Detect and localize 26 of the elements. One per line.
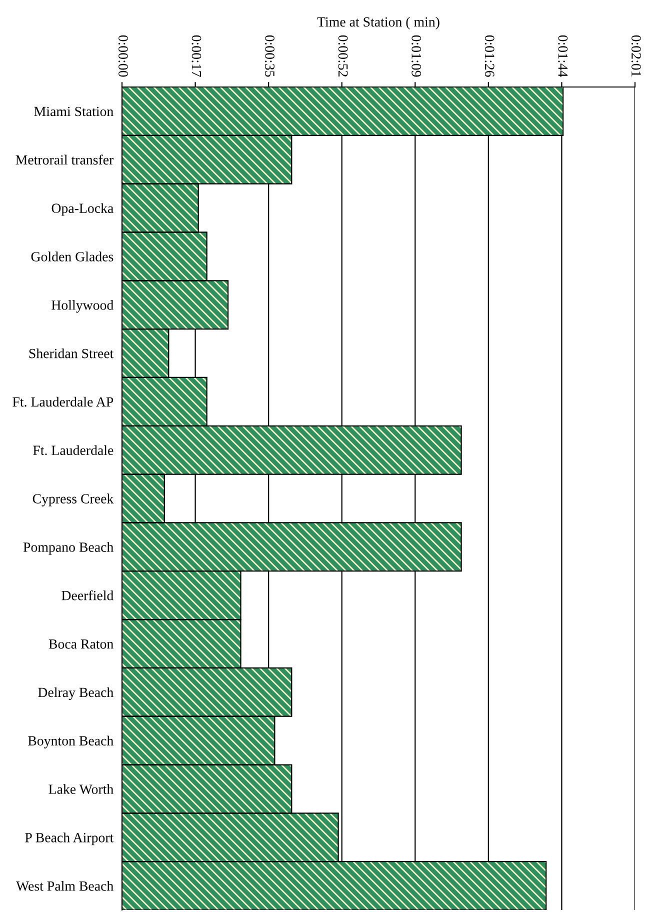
y-tick-label: Metrorail transfer: [16, 154, 114, 165]
x-tick-label: 0:01:44: [558, 35, 568, 78]
x-tick-label: 0:01:26: [484, 35, 494, 77]
x-tick-label: 0:00:00: [118, 35, 128, 77]
y-tick-label: Pompano Beach: [23, 542, 114, 555]
x-tick-label: 0:01:09: [412, 35, 422, 77]
y-tick-label: Boynton Beach: [28, 736, 114, 748]
y-tick-label: Delray Beach: [38, 687, 114, 700]
y-tick-label: P Beach Airport: [25, 832, 114, 846]
y-tick-label: West Palm Beach: [16, 880, 114, 891]
x-tick-label: 0:02:01: [631, 35, 641, 76]
x-axis-title: Time at Station ( min): [317, 16, 440, 30]
y-tick-label: Opa-Locka: [52, 203, 114, 216]
x-tick-label: 0:00:35: [265, 35, 274, 77]
y-tick-label: Golden Glades: [31, 252, 114, 262]
x-tick-label: 0:00:52: [338, 35, 348, 77]
x-tick-label: 0:00:17: [192, 35, 202, 77]
y-tick-label: Ft. Lauderdale AP: [12, 396, 114, 407]
y-tick-label: Miami Station: [34, 106, 114, 116]
y-tick-label: Boca Raton: [48, 639, 114, 649]
y-tick-label: Lake Worth: [48, 784, 114, 794]
y-tick-label: Deerfield: [62, 590, 114, 600]
y-tick-label: Hollywood: [52, 300, 114, 313]
y-tick-label: Cypress Creek: [32, 494, 114, 506]
y-tick-label: Sheridan Street: [29, 348, 114, 358]
y-tick-label: Ft. Lauderdale: [33, 445, 114, 456]
